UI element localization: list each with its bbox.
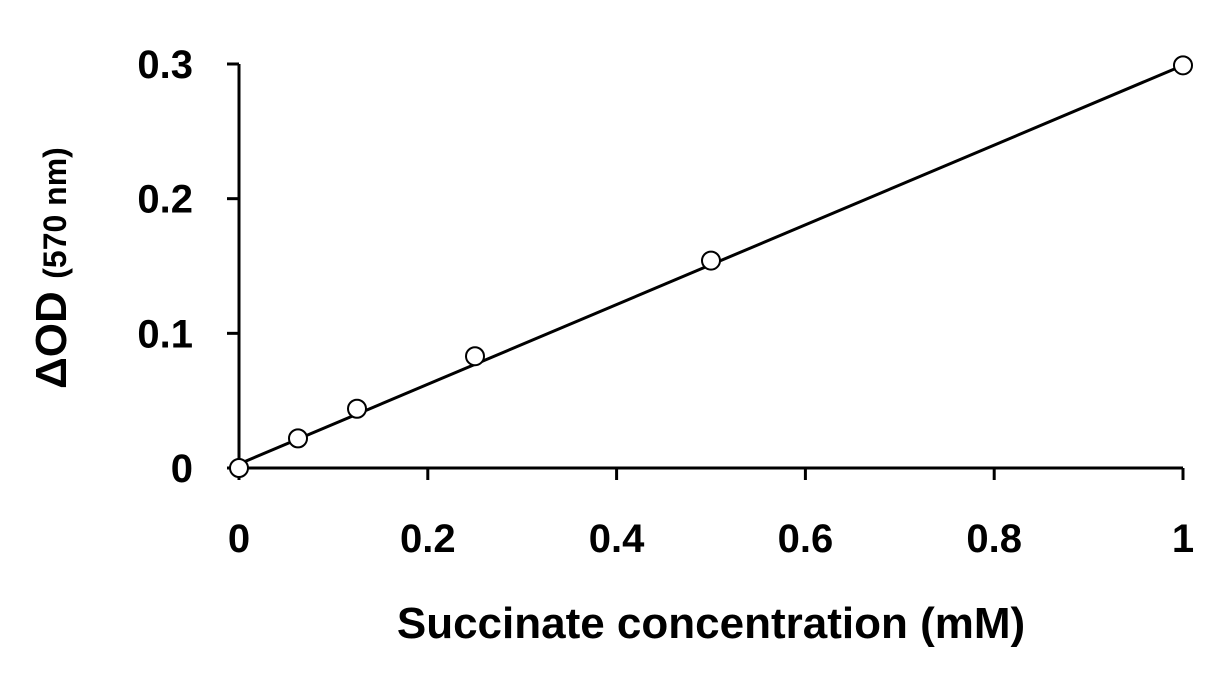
data-point: [229, 458, 249, 478]
x-tick-label: 0: [228, 517, 250, 561]
data-point: [288, 428, 308, 449]
x-tick-label: 1: [1172, 517, 1194, 561]
data-point: [347, 398, 367, 419]
data-point: [701, 250, 721, 271]
y-axis-title-main: ΔOD: [27, 291, 76, 389]
data-points: [229, 55, 1193, 478]
x-tick-label: 0.2: [400, 517, 456, 561]
y-tick-label: 0.2: [137, 178, 193, 222]
y-axis-title: ΔOD (570 nm): [27, 147, 76, 389]
y-axis-title-unit: (570 nm): [37, 147, 73, 279]
y-tick-label: 0: [171, 447, 193, 491]
x-ticks: 0 0.2 0.4 0.6 0.8 1: [228, 468, 1194, 561]
x-tick-label: 0.6: [778, 517, 834, 561]
y-tick-label: 0.1: [137, 312, 193, 356]
data-point: [465, 346, 485, 367]
y-tick-label: 0.3: [137, 43, 193, 87]
data-point: [1173, 55, 1193, 76]
y-ticks: 0 0.1 0.2 0.3: [137, 43, 239, 491]
x-tick-label: 0.8: [966, 517, 1022, 561]
axes: [237, 64, 1183, 470]
x-axis-title: Succinate concentration (mM): [397, 599, 1025, 648]
x-tick-label: 0.4: [589, 517, 645, 561]
